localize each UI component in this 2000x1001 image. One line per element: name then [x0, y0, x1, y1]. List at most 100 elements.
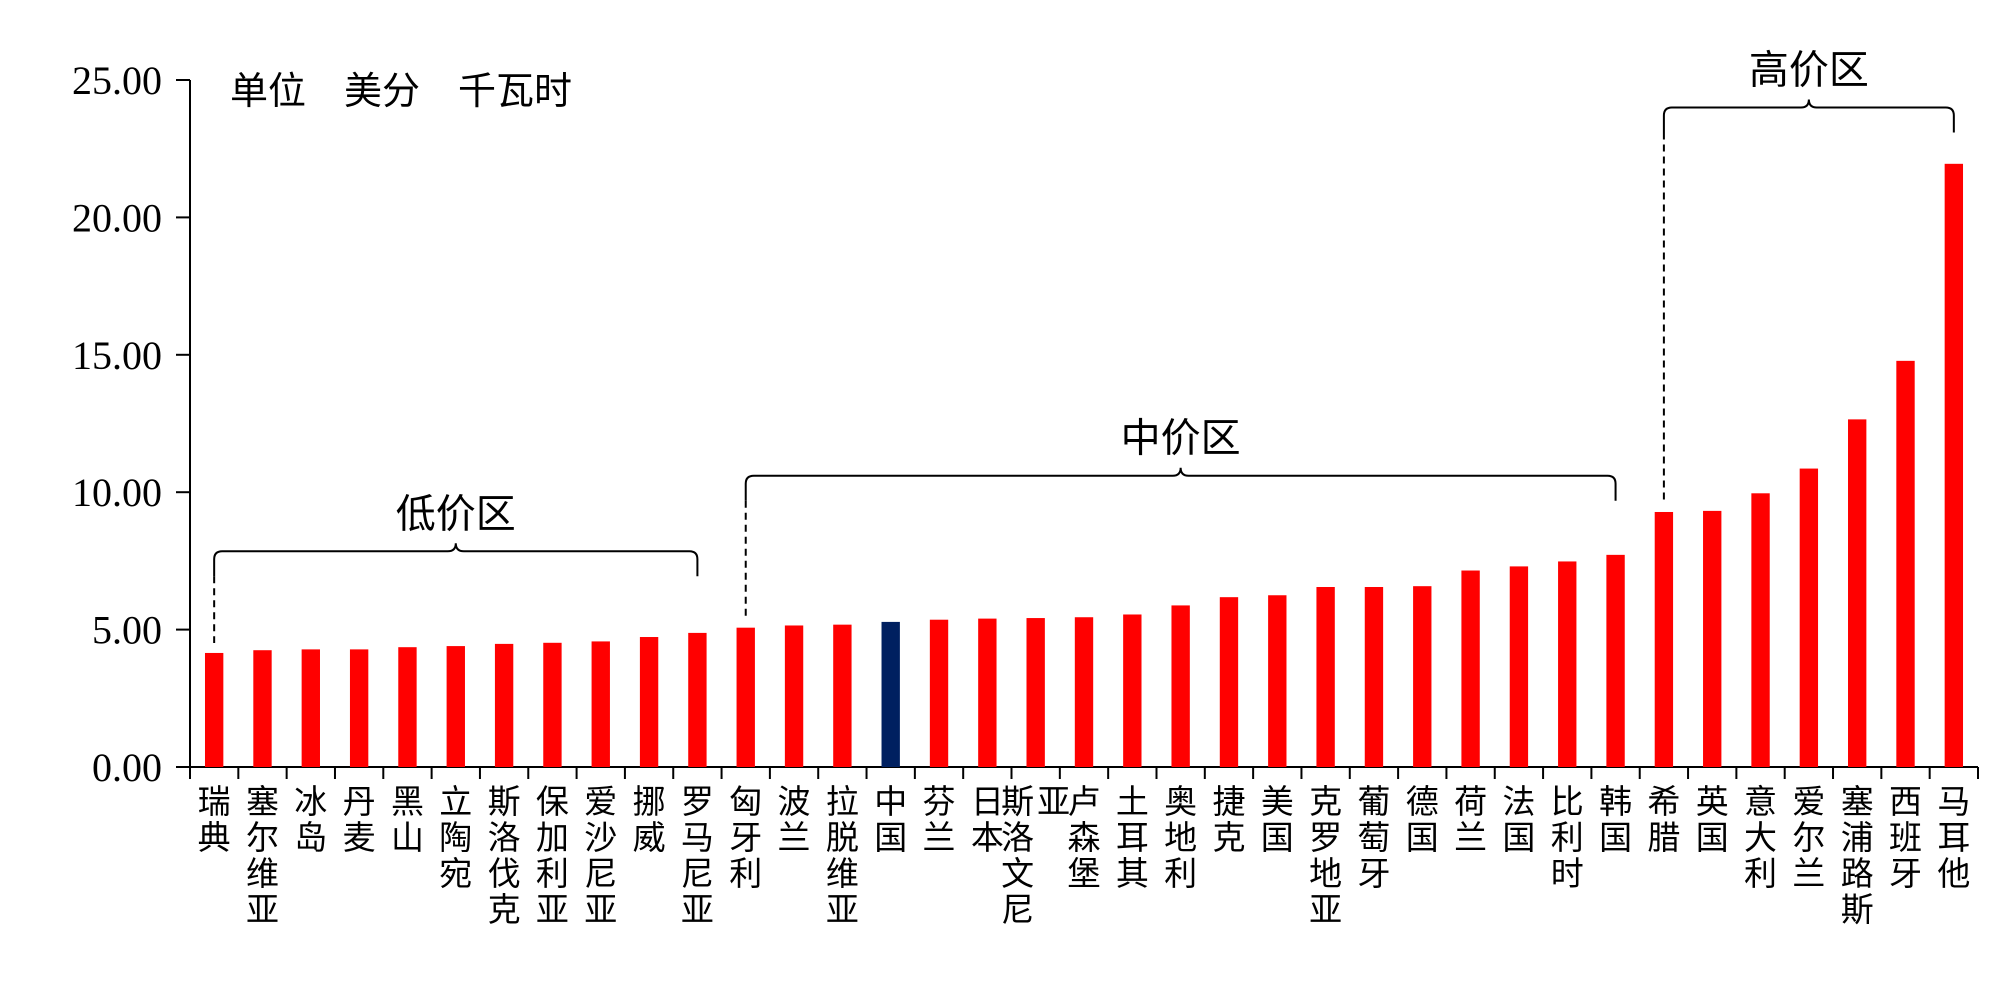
svg-text:兰: 兰: [778, 818, 811, 857]
bar-奥地利: [1171, 605, 1190, 767]
svg-text:利: 利: [536, 854, 569, 893]
annotation-bracket: 低价区: [213, 491, 699, 643]
svg-text:利: 利: [1164, 854, 1197, 893]
svg-text:加: 加: [536, 818, 569, 857]
x-tick-label: 芬兰: [923, 782, 956, 857]
bar-中国: [881, 621, 900, 767]
bar-希腊: [1654, 511, 1674, 767]
bar-冰岛: [301, 649, 320, 767]
svg-text:克: 克: [1212, 818, 1245, 857]
svg-text:国: 国: [1696, 818, 1729, 857]
svg-text:克: 克: [1309, 782, 1342, 821]
svg-text:尔: 尔: [246, 818, 279, 857]
svg-text:亚: 亚: [681, 890, 714, 929]
svg-text:冰: 冰: [294, 782, 327, 821]
svg-text:高价区: 高价区: [1749, 47, 1869, 93]
svg-text:脱: 脱: [826, 818, 859, 857]
x-tick-label: 韩国: [1599, 782, 1632, 857]
svg-text:塞: 塞: [1841, 782, 1874, 821]
svg-text:荷: 荷: [1454, 782, 1487, 821]
svg-text:威: 威: [633, 818, 666, 857]
svg-text:丹: 丹: [343, 782, 376, 821]
x-tick-label: 英国: [1696, 782, 1729, 857]
x-tick-label: 挪威: [633, 782, 666, 857]
svg-text:典: 典: [198, 818, 231, 857]
unit-label: 单位 美分 千瓦时: [230, 69, 572, 113]
svg-text:大: 大: [1744, 818, 1777, 857]
svg-text:岛: 岛: [294, 818, 327, 857]
svg-text:匈: 匈: [729, 782, 762, 821]
bar-韩国: [1606, 554, 1625, 767]
bar-葡萄牙: [1364, 587, 1384, 767]
bar-法国: [1509, 566, 1529, 767]
svg-text:芬: 芬: [923, 782, 956, 821]
svg-text:兰: 兰: [923, 818, 956, 857]
bar-比利时: [1558, 561, 1577, 767]
svg-text:法: 法: [1502, 782, 1535, 821]
svg-text:时: 时: [1551, 854, 1584, 893]
svg-text:洛: 洛: [488, 818, 521, 857]
bar-斯洛伐克: [494, 643, 514, 767]
x-tick-label: 立陶宛: [439, 782, 472, 893]
x-tick-label: 匈牙利: [729, 782, 762, 893]
svg-text:尼: 尼: [1001, 890, 1034, 929]
x-tick-label: 卢森堡: [1068, 782, 1101, 893]
svg-text:亚: 亚: [246, 890, 279, 929]
svg-text:日: 日: [971, 782, 1004, 821]
x-tick-label: 土耳其: [1116, 782, 1149, 893]
x-tick-labels: 瑞典塞尔维亚冰岛丹麦黑山立陶宛斯洛伐克保加利亚爱沙尼亚挪威罗马尼亚匈牙利波兰拉脱…: [198, 782, 1971, 929]
svg-text:维: 维: [826, 854, 859, 893]
svg-text:耳: 耳: [1116, 818, 1149, 857]
svg-text:瑞: 瑞: [198, 782, 231, 821]
svg-text:陶: 陶: [439, 818, 472, 857]
bar-土耳其: [1123, 614, 1142, 767]
y-tick-labels: 0.00 5.00 10.00 15.00 20.00 25.00: [72, 58, 162, 790]
y-tick-label: 0.00: [92, 745, 162, 790]
y-tick-label: 20.00: [72, 195, 162, 240]
bar-美国: [1268, 595, 1287, 767]
svg-text:亚: 亚: [1037, 782, 1070, 821]
svg-text:挪: 挪: [633, 782, 666, 821]
svg-text:国: 国: [1599, 818, 1632, 857]
svg-text:罗: 罗: [681, 782, 714, 821]
svg-text:黑: 黑: [391, 782, 424, 821]
x-tick-label: 日本: [971, 782, 1004, 857]
svg-text:兰: 兰: [1792, 854, 1825, 893]
svg-text:卢: 卢: [1068, 782, 1101, 821]
bar-捷克: [1219, 597, 1239, 767]
svg-text:波: 波: [778, 782, 811, 821]
svg-text:利: 利: [729, 854, 762, 893]
x-tick-label: 希腊: [1647, 782, 1680, 857]
svg-text:爱: 爱: [1792, 782, 1825, 821]
svg-text:保: 保: [536, 782, 569, 821]
svg-text:西: 西: [1889, 782, 1922, 821]
bar-爱尔兰: [1799, 468, 1819, 767]
svg-text:本: 本: [971, 818, 1004, 857]
svg-text:他: 他: [1937, 854, 1970, 893]
svg-text:韩: 韩: [1599, 782, 1632, 821]
bar-波兰: [784, 625, 804, 767]
svg-text:爱: 爱: [584, 782, 617, 821]
svg-text:斯: 斯: [1841, 890, 1874, 929]
bar-爱沙尼亚: [591, 641, 610, 767]
svg-text:立: 立: [439, 782, 472, 821]
svg-text:伐: 伐: [488, 854, 521, 893]
bar-英国: [1703, 510, 1722, 767]
svg-text:捷: 捷: [1212, 782, 1245, 821]
svg-text:尼: 尼: [681, 854, 714, 893]
svg-text:低价区: 低价区: [396, 491, 516, 537]
svg-text:国: 国: [1502, 818, 1535, 857]
svg-text:尼: 尼: [584, 854, 617, 893]
x-tick-label: 瑞典: [198, 782, 231, 857]
svg-text:美: 美: [1261, 782, 1294, 821]
bar-卢森堡: [1074, 617, 1094, 767]
x-tick-label: 葡萄牙: [1357, 782, 1390, 893]
svg-text:克: 克: [488, 890, 521, 929]
svg-text:亚: 亚: [826, 890, 859, 929]
y-tick-label: 5.00: [92, 608, 162, 653]
bar-德国: [1413, 586, 1432, 767]
bar-芬兰: [929, 619, 949, 767]
x-tick-label: 法国: [1502, 782, 1535, 857]
